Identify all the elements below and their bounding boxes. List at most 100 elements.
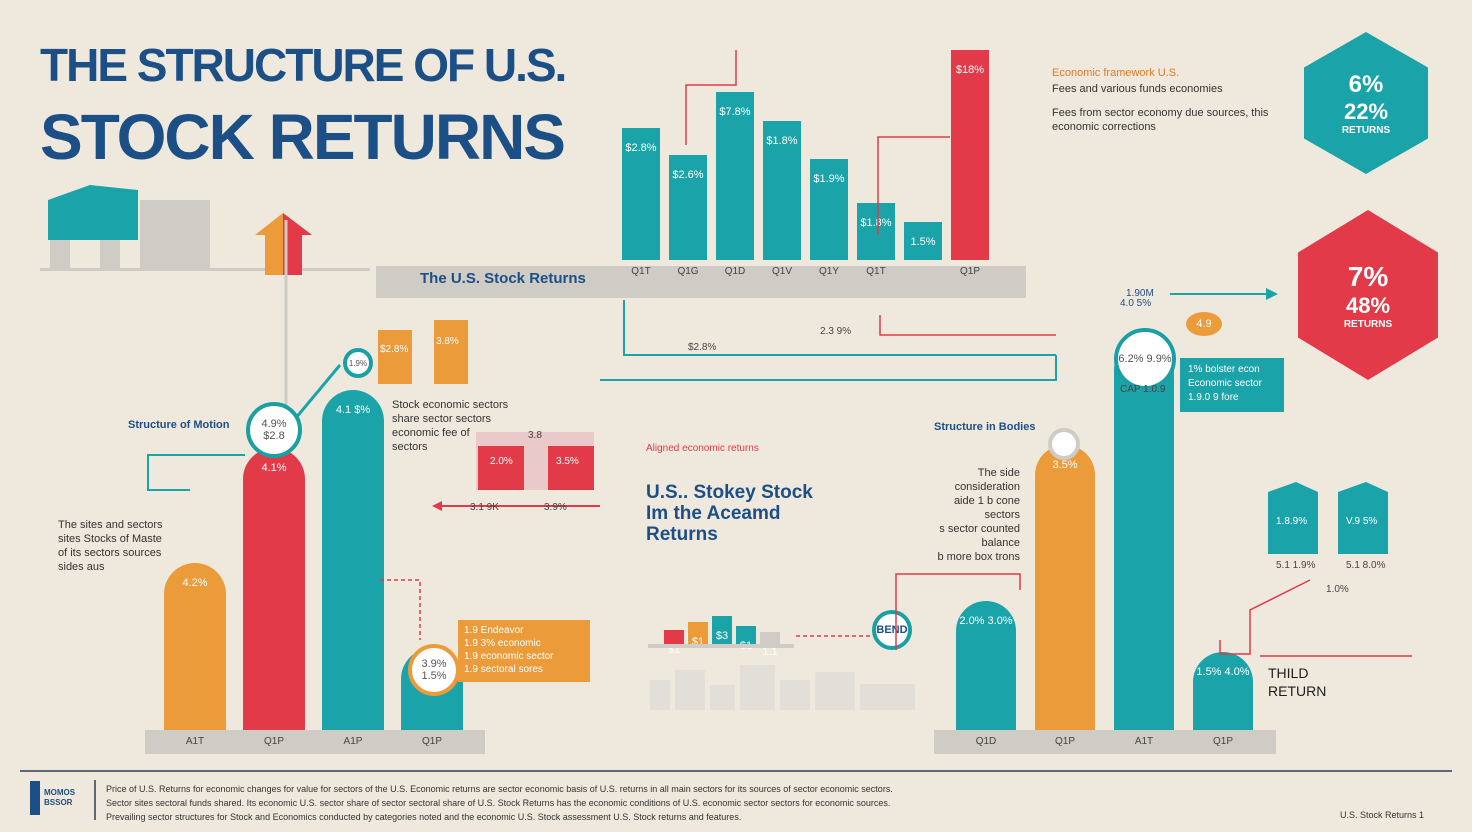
center-heading-line2: Im the Aceamd — [646, 503, 781, 524]
left-bottom-circle: 3.9% 1.5% — [408, 644, 460, 696]
red-pair-top-label: 3.8 — [528, 430, 542, 441]
logo-mark-icon — [30, 781, 40, 815]
center-bar-label: $3 — [715, 630, 729, 642]
top-bar-tick: Q1G — [677, 266, 699, 277]
top-bar-label: $2.8% — [625, 142, 657, 154]
left-bar — [243, 448, 305, 730]
footer-credit: U.S. Stock Returns 1 — [1340, 810, 1425, 820]
right-side-note-line: s sector counted balance — [939, 523, 1020, 549]
return-label-line1: THILD — [1268, 665, 1309, 681]
right-bar-tick: Q1P — [1054, 736, 1075, 747]
top-bar-tick: Q1P — [959, 266, 980, 277]
center-bar — [664, 630, 684, 644]
right-small-circle — [1048, 428, 1080, 460]
left-mid-note: Stock economic sectors share sector sect… — [392, 398, 508, 454]
left-mid-note-line: share sector sectors — [392, 413, 492, 425]
red-pair-label-b: 3.5% — [556, 456, 579, 467]
left-arrow-label-b: 3.9% — [544, 502, 567, 513]
return-label-line2: RETURN — [1268, 683, 1327, 699]
top-bar — [716, 92, 754, 260]
right-teal-pair-sub-b: 5.1 8.0% — [1346, 560, 1386, 571]
left-mid-note-line: sectors — [392, 441, 428, 453]
orange-box-line: 1.9 3% economic — [464, 638, 541, 649]
hex-red-caption: RETURNS — [1343, 318, 1393, 330]
right-arrow-icon — [1170, 288, 1278, 300]
footer-text: Price of U.S. Returns for economic chang… — [106, 782, 1106, 824]
top-bar-label: $1.9% — [813, 173, 845, 185]
page-title-line1: THE STRUCTURE OF U.S. — [40, 39, 567, 91]
hex-returns-teal: 6% 22% RETURNS — [1304, 32, 1428, 174]
top-bar-tick: Q1Y — [818, 266, 839, 277]
left-mid-note-line: economic fee of — [392, 427, 470, 439]
hex-teal-caption: RETURNS — [1341, 124, 1391, 136]
center-bar — [712, 616, 732, 644]
top-note-title: Economic framework U.S. — [1052, 67, 1180, 79]
right-teal-pair-sub-a: 5.1 1.9% — [1276, 560, 1316, 571]
right-bar — [1035, 445, 1095, 730]
footer-logo: MOMOS BSSOR — [30, 780, 90, 816]
left-mid-note-line: Stock economic sectors — [392, 399, 509, 411]
center-pin-badge: BEND — [872, 610, 912, 650]
right-note-box-line: 1.9.0 9 fore — [1188, 392, 1239, 403]
red-pair-bar-b — [548, 446, 594, 490]
footer-text-line: Price of U.S. Returns for economic chang… — [106, 784, 893, 794]
left-bar — [322, 390, 384, 730]
mini-pair-bar-b — [434, 320, 468, 384]
left-bar-label: 4.1% — [261, 462, 287, 474]
right-side-note: The side consideration aide 1 b cone sec… — [920, 466, 1020, 564]
right-connector-lines — [895, 573, 1412, 657]
top-bar-label: $1.8% — [860, 217, 892, 229]
left-bar-tick: Q1P — [263, 736, 284, 747]
hex-red-value1: 7% — [1347, 260, 1389, 292]
right-bar-tick: A1T — [1134, 736, 1154, 747]
top-shelf — [376, 266, 1026, 298]
mini-pair-label-b: 3.8% — [436, 336, 459, 347]
center-skyline-icon — [650, 665, 915, 710]
left-side-note: The sites and sectors sites Stocks of Ma… — [58, 518, 163, 574]
left-arrow-icon — [432, 501, 600, 511]
right-bar-label: 1.5% 4.0% — [1196, 666, 1250, 678]
left-circle-marker: 4.9% $2.8 — [246, 402, 302, 458]
right-bar-tick: Q1D — [975, 736, 997, 747]
top-bar-tick: Q1T — [866, 266, 886, 277]
top-bar-tick: Q1V — [771, 266, 792, 277]
right-arrow-end-label: 1.0% — [1326, 584, 1349, 595]
right-orange-badge: 4.9 — [1186, 312, 1222, 336]
right-note-box: 1% bolster econ Economic sector 1.9.0 9 … — [1180, 358, 1284, 412]
center-bar — [736, 626, 756, 644]
left-section-label: Structure of Motion — [128, 419, 230, 431]
top-bar-label: $2.6% — [672, 169, 704, 181]
right-teal-pair-label-a: 1.8.9% — [1276, 516, 1308, 527]
right-arrow-label1: 1.90M — [1126, 288, 1154, 299]
right-teal-pair-label-b: V.9 5% — [1346, 516, 1378, 527]
center-baseline — [648, 644, 794, 648]
left-small-circle: 1.9% — [343, 348, 373, 378]
center-pin-connector — [796, 635, 872, 637]
footer-logo-divider — [94, 780, 96, 820]
top-note-line3: economic corrections — [1052, 121, 1156, 133]
left-bar-label: 4.1 $% — [335, 404, 371, 416]
page-title-line2: STOCK RETURNS — [40, 101, 566, 173]
left-side-note-line: The sites and sectors — [58, 519, 163, 531]
right-circle-caption: CAP 1.0.9 — [1120, 384, 1166, 395]
right-section-label: Structure in Bodies — [934, 421, 1036, 433]
top-shelf-label: The U.S. Stock Returns — [420, 270, 586, 287]
footer-divider — [20, 770, 1452, 772]
mini-pair-bar-a — [378, 330, 412, 384]
top-bar — [904, 222, 942, 260]
hex-red-value2: 48% — [1345, 292, 1391, 318]
top-bar-label: 1.5% — [910, 236, 936, 248]
orange-box-line: 1.9 Endeavor — [464, 625, 524, 636]
center-bar — [688, 622, 708, 644]
right-bar-label: 3.5% — [1052, 459, 1078, 471]
left-bar-tick: A1T — [185, 736, 205, 747]
right-bar — [1114, 340, 1174, 730]
right-side-note-line: The side consideration — [954, 467, 1020, 493]
right-shelf — [934, 730, 1276, 754]
orange-box-line: 1.9 sectoral sores — [464, 664, 543, 675]
top-connector-lines — [600, 50, 1057, 381]
top-annot-mid: 2.3 9% — [820, 326, 852, 337]
skyline-icon — [40, 185, 370, 275]
top-bar — [810, 159, 848, 260]
right-return-label: THILD RETURN — [1268, 664, 1326, 700]
